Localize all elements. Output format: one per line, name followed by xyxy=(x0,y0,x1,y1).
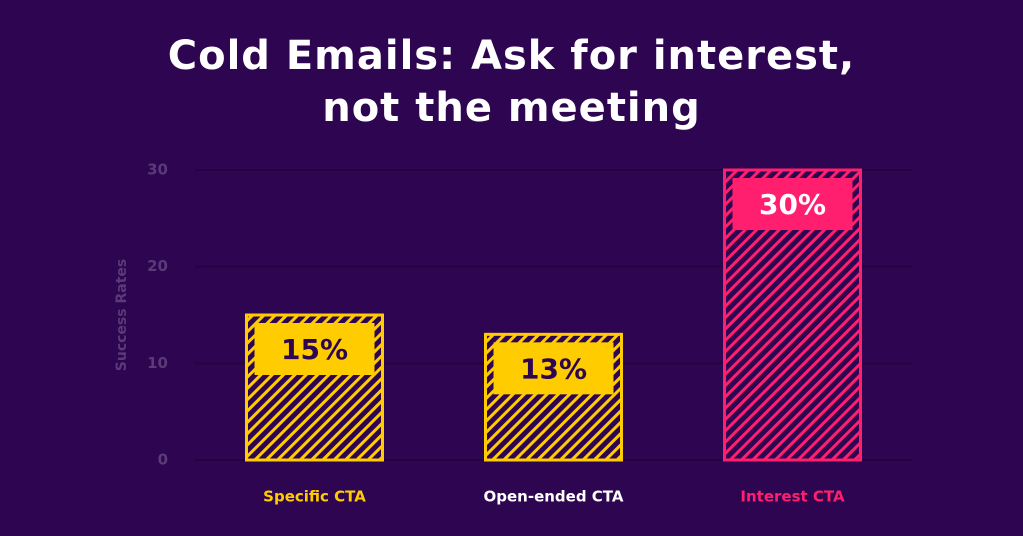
y-tick-label: 30 xyxy=(147,161,168,179)
x-tick-label: Open-ended CTA xyxy=(484,488,624,506)
chart-title: Cold Emails: Ask for interest, not the m… xyxy=(167,33,856,131)
x-tick-label: Specific CTA xyxy=(263,488,366,506)
y-axis-label: Success Rates xyxy=(114,259,130,371)
y-tick-label: 0 xyxy=(158,451,168,469)
value-label: 13% xyxy=(520,352,587,385)
y-tick-label: 10 xyxy=(147,354,168,372)
y-tick-label: 20 xyxy=(147,257,168,275)
value-label-box xyxy=(254,323,375,375)
title-wrap: Cold Emails: Ask for interest, not the m… xyxy=(0,30,1023,134)
value-label-box xyxy=(493,342,614,395)
value-label: 30% xyxy=(759,188,826,221)
value-label-box xyxy=(732,178,853,230)
x-tick-label: Interest CTA xyxy=(740,488,845,506)
value-label: 15% xyxy=(281,333,348,366)
